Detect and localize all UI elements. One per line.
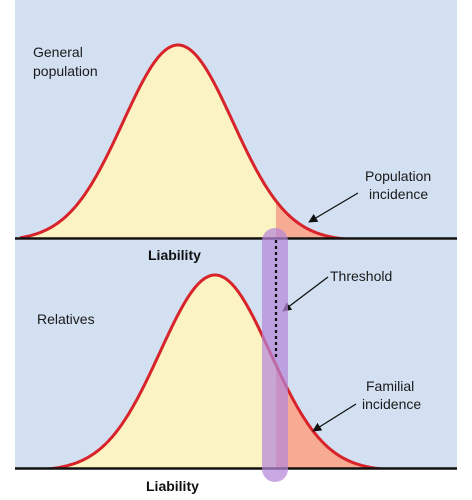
population-incidence-label-line2: incidence: [369, 186, 428, 202]
general-population-label: General: [33, 44, 83, 60]
general-population-label-line2: population: [33, 63, 98, 79]
bottom-axis-label: Liability: [146, 478, 199, 494]
top-panel: General population Population incidence: [15, 0, 457, 240]
top-distribution-curve: [19, 43, 351, 238]
familial-incidence-label-line2: incidence: [362, 396, 421, 412]
population-incidence-label: Population: [365, 168, 431, 184]
top-below-threshold-area: [20, 45, 276, 238]
bottom-below-threshold-area: [56, 275, 276, 468]
top-axis-label: Liability: [148, 247, 201, 263]
relatives-label: Relatives: [37, 311, 95, 327]
threshold-arrow: [282, 276, 329, 312]
threshold-label: Threshold: [330, 268, 392, 284]
familial-incidence-arrow: [312, 403, 357, 432]
top-population-incidence-area: [276, 200, 337, 238]
population-incidence-arrow: [308, 192, 359, 223]
bottom-familial-incidence-area: [276, 365, 374, 468]
bottom-distribution-curve: [45, 273, 388, 468]
familial-incidence-label: Familial: [366, 378, 414, 394]
bottom-panel: Relatives Threshold Familial incidence: [15, 240, 457, 470]
